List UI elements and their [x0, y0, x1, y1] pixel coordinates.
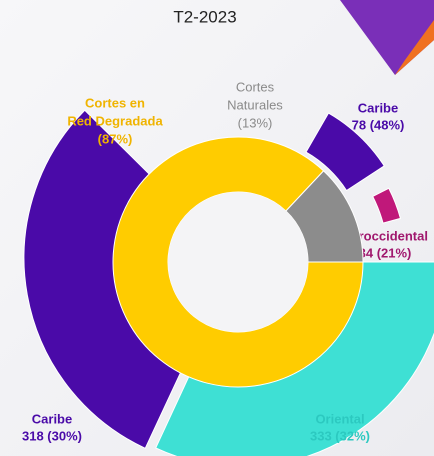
segment-label: Caribe — [32, 411, 72, 426]
decoration — [395, 20, 434, 75]
segment-value-label: (13%) — [238, 115, 273, 130]
segment-label: Red Degradada — [67, 113, 163, 128]
segment-label: Naturales — [227, 97, 283, 112]
segment-value-label: 333 (32%) — [310, 428, 370, 443]
segment-value-label: 318 (30%) — [22, 428, 82, 443]
segment-label: Caribe — [358, 100, 398, 115]
outer-segment — [305, 112, 385, 192]
outer-segment — [372, 187, 402, 224]
segment-value-label: 34 (21%) — [359, 245, 412, 260]
donut-hole — [168, 192, 308, 332]
segment-label: Cortes en — [85, 95, 145, 110]
segment-value-label: (87%) — [98, 131, 133, 146]
chart-title: T2-2023 — [173, 7, 236, 26]
segment-label: Cortes — [236, 79, 275, 94]
segment-label: Oriental — [315, 411, 364, 426]
segment-value-label: 78 (48%) — [352, 117, 405, 132]
segment-label: Suroccidental — [342, 228, 428, 243]
